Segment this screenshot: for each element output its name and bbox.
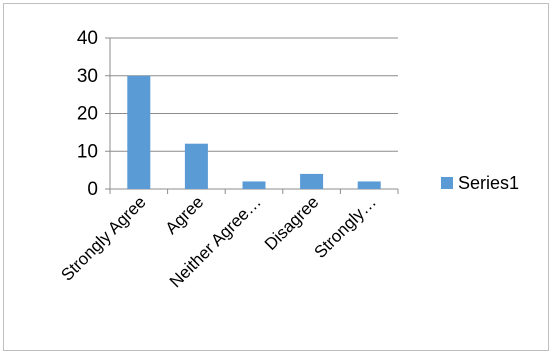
bar — [242, 181, 266, 189]
y-tick-label: 20 — [77, 104, 98, 125]
chart-frame — [3, 3, 549, 351]
y-tick-label: 40 — [77, 28, 98, 49]
category-label: Strongly Agree — [57, 192, 149, 284]
y-tick-label: 0 — [87, 179, 98, 200]
category-label: Strongly… — [310, 192, 380, 262]
bar — [127, 75, 151, 189]
legend-label: Series1 — [458, 173, 519, 193]
bar — [300, 173, 324, 189]
legend-swatch — [441, 177, 453, 189]
bars — [127, 75, 381, 189]
y-tick-label: 10 — [77, 141, 98, 162]
legend: Series1 — [441, 173, 519, 193]
bar — [357, 181, 381, 189]
category-label: Agree — [162, 192, 208, 238]
y-tick-labels: 0 10 20 30 40 — [77, 28, 98, 200]
y-tick-label: 30 — [77, 66, 98, 87]
gridlines — [110, 37, 398, 152]
bar — [184, 143, 208, 189]
